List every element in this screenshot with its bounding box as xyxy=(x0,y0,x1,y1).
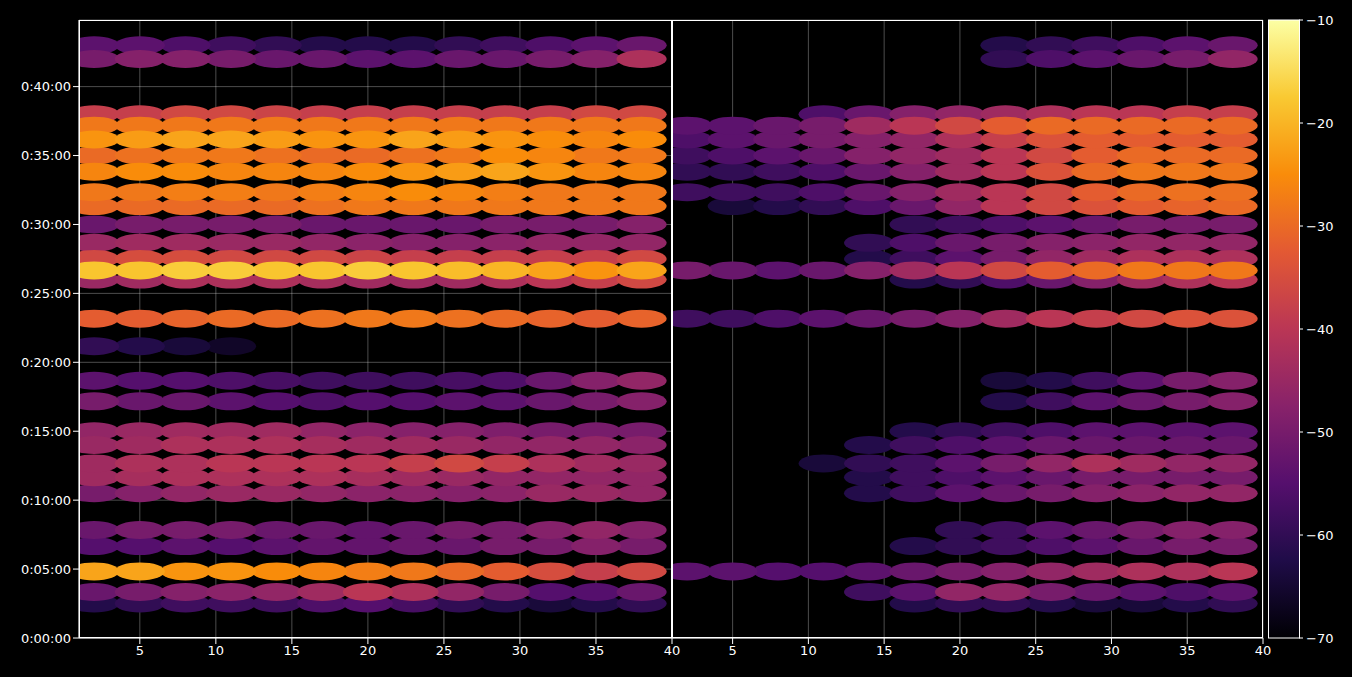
svg-text:0:35:00: 0:35:00 xyxy=(21,148,71,163)
svg-text:5: 5 xyxy=(728,643,736,658)
svg-text:25: 25 xyxy=(1027,643,1044,658)
svg-text:0:00:00: 0:00:00 xyxy=(21,631,71,646)
svg-text:−40: −40 xyxy=(1306,322,1333,337)
svg-text:0:20:00: 0:20:00 xyxy=(21,355,71,370)
svg-text:15: 15 xyxy=(284,643,301,658)
svg-text:0:25:00: 0:25:00 xyxy=(21,286,71,301)
svg-text:−70: −70 xyxy=(1306,631,1333,646)
svg-text:35: 35 xyxy=(1179,643,1196,658)
svg-text:−10: −10 xyxy=(1306,13,1333,28)
svg-text:40: 40 xyxy=(664,643,681,658)
svg-text:−20: −20 xyxy=(1306,116,1333,131)
svg-text:0:10:00: 0:10:00 xyxy=(21,493,71,508)
svg-text:−50: −50 xyxy=(1306,425,1333,440)
svg-text:20: 20 xyxy=(360,643,377,658)
svg-text:0:15:00: 0:15:00 xyxy=(21,424,71,439)
svg-text:0:40:00: 0:40:00 xyxy=(21,79,71,94)
svg-text:10: 10 xyxy=(208,643,225,658)
svg-text:40: 40 xyxy=(1255,643,1272,658)
svg-text:15: 15 xyxy=(876,643,893,658)
svg-text:0:05:00: 0:05:00 xyxy=(21,562,71,577)
svg-text:10: 10 xyxy=(800,643,817,658)
svg-text:0:30:00: 0:30:00 xyxy=(21,217,71,232)
svg-text:−60: −60 xyxy=(1306,528,1333,543)
svg-text:25: 25 xyxy=(436,643,453,658)
svg-text:5: 5 xyxy=(136,643,144,658)
svg-text:30: 30 xyxy=(1103,643,1120,658)
svg-text:20: 20 xyxy=(952,643,969,658)
svg-text:30: 30 xyxy=(512,643,529,658)
svg-text:−30: −30 xyxy=(1306,219,1333,234)
svg-text:35: 35 xyxy=(588,643,605,658)
